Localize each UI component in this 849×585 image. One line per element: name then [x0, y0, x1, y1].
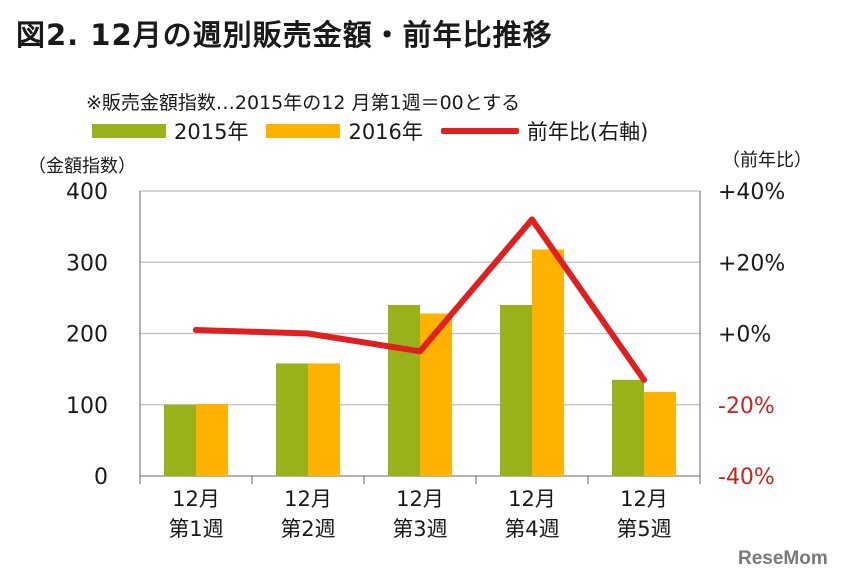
- legend-swatch-2015: [92, 124, 166, 138]
- bar-2015年: [500, 305, 532, 476]
- x-tick-label-line: 第5週: [616, 517, 671, 541]
- right-axis-unit: （前年比）: [722, 150, 812, 171]
- y2-tick-label: +40%: [718, 180, 785, 205]
- x-tick-label-line: 12月: [508, 487, 556, 511]
- x-tick-label: 12月第3週: [392, 487, 447, 541]
- ratio-point: [305, 330, 311, 337]
- left-axis-unit: （金額指数）: [28, 156, 136, 177]
- x-tick-label: 12月第2週: [280, 487, 335, 541]
- index-note: ※販売金額指数…2015年の12 月第1週＝00とする: [86, 92, 521, 114]
- x-tick-label: 12月第5週: [616, 487, 671, 541]
- bar-2016年: [196, 404, 228, 476]
- ratio-point: [529, 216, 535, 223]
- bar-2016年: [420, 313, 452, 476]
- x-tick-label-line: 第2週: [280, 517, 335, 541]
- y2-tick-label: -20%: [718, 394, 775, 419]
- y-tick-label: 200: [66, 323, 108, 348]
- chart-title: 図2. 12月の週別販売金額・前年比推移: [16, 18, 553, 52]
- legend: 2015年 2016年 前年比(右軸): [92, 116, 666, 146]
- x-tick-label: 12月第1週: [168, 487, 223, 541]
- legend-label-ratio: 前年比(右軸): [526, 120, 649, 144]
- y-tick-label: 0: [94, 465, 108, 490]
- bar-2015年: [388, 305, 420, 476]
- x-tick-label: 12月第4週: [504, 487, 559, 541]
- bar-2016年: [532, 249, 564, 476]
- x-tick-label-line: 12月: [172, 487, 220, 511]
- legend-swatch-ratio: [440, 128, 519, 134]
- resemom-logo: ReseMom: [738, 548, 828, 569]
- legend-item-ratio: 前年比(右軸): [440, 116, 649, 146]
- bar-2016年: [308, 363, 340, 476]
- legend-label-2015: 2015年: [174, 120, 249, 144]
- bar-2015年: [612, 379, 644, 476]
- bar-2015年: [276, 363, 308, 476]
- legend-item-2016: 2016年: [266, 116, 423, 146]
- x-tick-label-line: 第4週: [504, 517, 559, 541]
- y2-tick-label: +20%: [718, 251, 785, 276]
- y2-tick-label: -40%: [718, 465, 775, 490]
- bar-2015年: [164, 404, 196, 476]
- x-tick-label-line: 第3週: [392, 517, 447, 541]
- legend-label-2016: 2016年: [348, 120, 423, 144]
- y2-tick-label: +0%: [718, 323, 771, 348]
- ratio-point: [641, 376, 647, 383]
- y-tick-label: 100: [66, 394, 108, 419]
- y-tick-label: 400: [66, 180, 108, 205]
- legend-swatch-2016: [266, 124, 341, 138]
- ratio-point: [193, 326, 199, 333]
- x-tick-label-line: 12月: [284, 487, 332, 511]
- bar-2016年: [644, 391, 676, 476]
- x-tick-label-line: 第1週: [168, 517, 223, 541]
- legend-item-2015: 2015年: [92, 116, 248, 146]
- ratio-point: [417, 348, 423, 355]
- x-tick-label-line: 12月: [396, 487, 444, 511]
- y-tick-label: 300: [66, 251, 108, 276]
- x-tick-label-line: 12月: [620, 487, 668, 511]
